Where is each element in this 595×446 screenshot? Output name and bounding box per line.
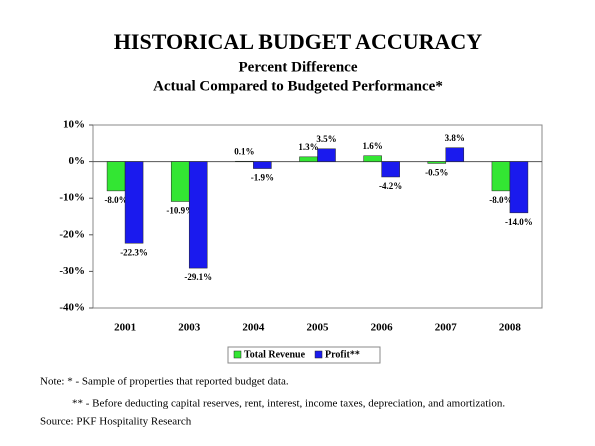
value-label: 1.3% [298, 142, 318, 152]
chart-subtitle: Actual Compared to Budgeted Performance* [153, 78, 443, 94]
bar [253, 161, 272, 169]
y-tick-label: -40% [59, 302, 85, 314]
bar [170, 161, 190, 202]
y-tick-label: 10% [63, 119, 85, 131]
y-tick-label: -20% [59, 228, 85, 240]
bar [124, 161, 144, 244]
value-label: -29.1% [184, 272, 212, 282]
chart-title: HISTORICAL BUDGET ACCURACY [114, 29, 482, 54]
x-tick-label: 2004 [242, 322, 265, 334]
legend-label: Total Revenue [244, 349, 306, 360]
value-label: -10.9% [166, 206, 194, 216]
note: Note: * - Sample of properties that repo… [40, 376, 289, 388]
bar [427, 161, 447, 164]
x-tick-label: 2001 [114, 322, 136, 334]
y-tick-label: 0% [69, 155, 86, 167]
bar [509, 161, 529, 214]
plot-frame [92, 124, 543, 309]
x-tick-label: 2005 [307, 322, 330, 334]
legend-label: Profit** [325, 349, 360, 360]
x-tick-label: 2008 [499, 322, 522, 334]
value-label: 0.1% [234, 146, 254, 156]
legend-swatch [233, 350, 242, 359]
bar [381, 161, 400, 178]
value-label: -14.0% [505, 217, 533, 227]
x-tick-label: 2003 [178, 322, 201, 334]
value-label: -0.5% [425, 167, 448, 177]
bar [491, 161, 511, 192]
x-tick-label: 2007 [435, 322, 458, 334]
bar [445, 147, 465, 162]
note: ** - Before deducting capital reserves, … [72, 398, 505, 410]
value-label: -1.9% [251, 173, 274, 183]
bar [363, 155, 382, 162]
value-label: -22.3% [120, 247, 148, 257]
y-tick-label: -30% [59, 265, 85, 277]
bar [299, 156, 318, 162]
value-label: -8.0% [104, 195, 127, 205]
value-label: -4.2% [379, 181, 402, 191]
legend-box [227, 346, 381, 364]
x-tick-label: 2006 [371, 322, 394, 334]
value-label: 1.6% [363, 141, 383, 151]
bar [188, 161, 208, 269]
note: Source: PKF Hospitality Research [40, 416, 192, 428]
bar [317, 148, 336, 162]
legend-swatch [314, 350, 323, 359]
value-label: 3.5% [316, 134, 336, 144]
bar [106, 161, 126, 192]
y-tick-label: -10% [59, 192, 85, 204]
value-label: -8.0% [489, 195, 512, 205]
value-label: 3.8% [445, 133, 465, 143]
chart-subtitle: Percent Difference [239, 59, 358, 75]
